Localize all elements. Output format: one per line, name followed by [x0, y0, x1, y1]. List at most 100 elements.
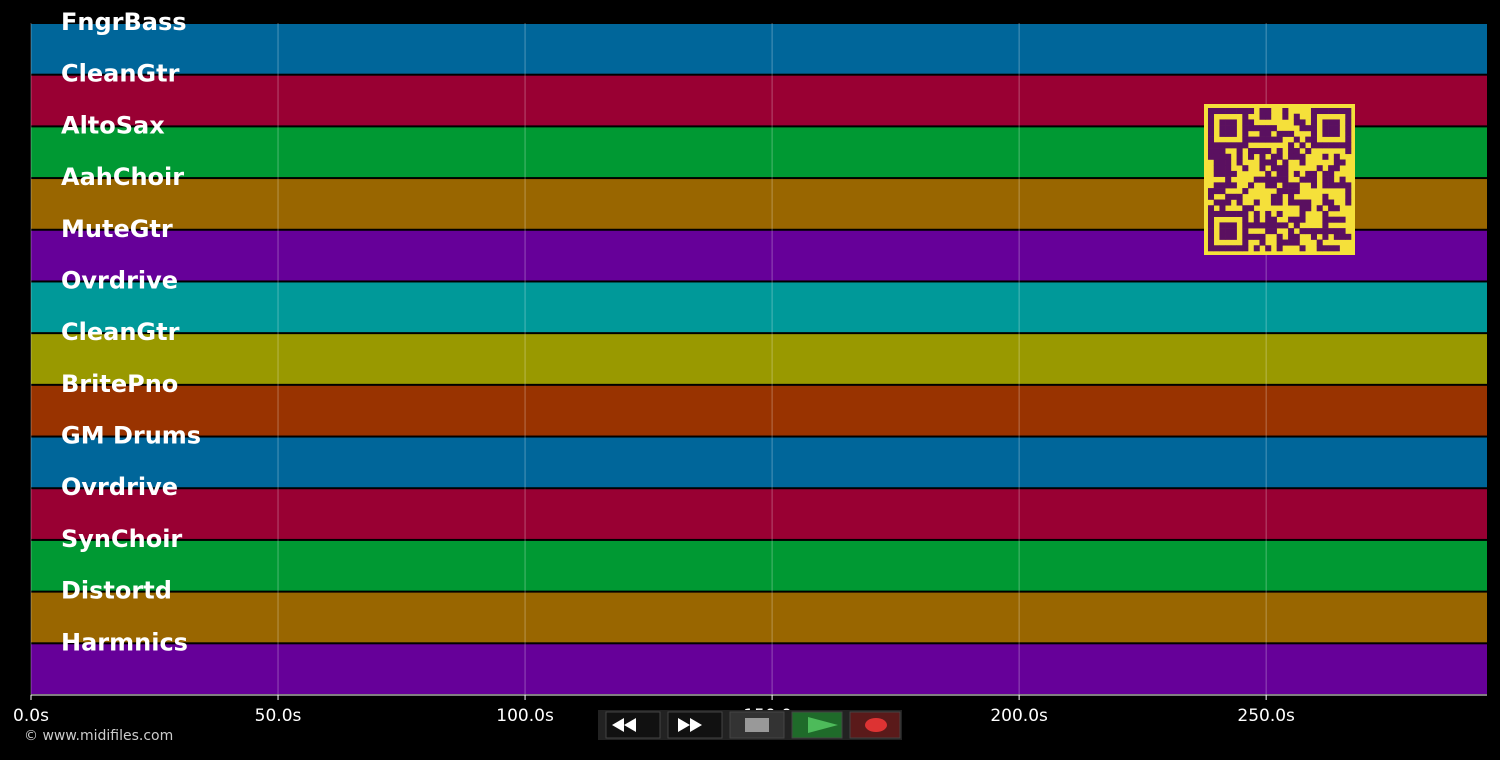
qr-module: [1208, 205, 1215, 212]
qr-module: [1230, 228, 1237, 235]
qr-module: [1310, 176, 1317, 183]
qr-module: [1259, 136, 1266, 143]
x-tick-label: 50.0s: [255, 706, 302, 726]
qr-module: [1333, 108, 1340, 115]
qr-module: [1253, 216, 1260, 223]
qr-module: [1310, 130, 1317, 137]
qr-module: [1265, 130, 1272, 137]
qr-module: [1225, 228, 1232, 235]
qr-module: [1328, 176, 1335, 183]
qr-module: [1282, 188, 1289, 195]
qr-module: [1236, 148, 1243, 155]
qr-module: [1208, 233, 1215, 240]
record-button[interactable]: [849, 711, 901, 739]
qr-module: [1230, 170, 1237, 177]
qr-module: [1213, 199, 1220, 206]
qr-module: [1213, 148, 1220, 155]
qr-module: [1333, 182, 1340, 189]
qr-module: [1219, 210, 1226, 217]
qr-module: [1276, 233, 1283, 240]
track-name: Distortd: [61, 577, 172, 605]
qr-module: [1213, 182, 1220, 189]
qr-module: [1248, 222, 1255, 229]
qr-module: [1339, 216, 1346, 223]
qr-module: [1225, 222, 1232, 229]
qr-module: [1265, 182, 1272, 189]
qr-module: [1345, 142, 1352, 149]
qr-module: [1322, 125, 1329, 132]
forward-button[interactable]: [667, 711, 723, 739]
qr-module: [1333, 142, 1340, 149]
qr-module: [1276, 193, 1283, 200]
qr-module: [1333, 125, 1340, 132]
qr-module: [1236, 210, 1243, 217]
qr-module: [1225, 108, 1232, 115]
qr-module: [1322, 182, 1329, 189]
stop-button[interactable]: [729, 711, 785, 739]
qr-module: [1310, 113, 1317, 120]
qr-module: [1293, 222, 1300, 229]
qr-module: [1213, 210, 1220, 217]
qr-module: [1345, 188, 1352, 195]
rewind-button[interactable]: [605, 711, 661, 739]
qr-module: [1219, 182, 1226, 189]
qr-module: [1322, 170, 1329, 177]
qr-module: [1293, 233, 1300, 240]
qr-module: [1339, 228, 1346, 235]
qr-module: [1265, 210, 1272, 217]
qr-module: [1242, 239, 1249, 246]
qr-module: [1328, 130, 1335, 137]
qr-module: [1322, 228, 1329, 235]
qr-module: [1316, 228, 1323, 235]
qr-module: [1219, 148, 1226, 155]
qr-module: [1213, 165, 1220, 172]
qr-module: [1242, 233, 1249, 240]
qr-module: [1310, 125, 1317, 132]
qr-module: [1322, 199, 1329, 206]
qr-module: [1213, 188, 1220, 195]
qr-module: [1276, 170, 1283, 177]
qr-module: [1293, 199, 1300, 206]
qr-module: [1276, 176, 1283, 183]
qr-module: [1219, 170, 1226, 177]
track-labels: FngrBass CleanGtr AltoSax AahChoir MuteGtr Ov…: [61, 8, 201, 656]
qr-module: [1213, 108, 1220, 115]
qr-module: [1242, 113, 1249, 120]
qr-module: [1265, 159, 1272, 166]
qr-module: [1282, 165, 1289, 172]
qr-module: [1242, 108, 1249, 115]
qr-module: [1225, 176, 1232, 183]
qr-module: [1208, 153, 1215, 160]
qr-module: [1230, 245, 1237, 252]
qr-module: [1299, 159, 1306, 166]
qr-module: [1328, 119, 1335, 126]
qr-module: [1276, 136, 1283, 143]
track-name: Ovrdrive: [61, 473, 178, 501]
qr-module: [1225, 125, 1232, 132]
qr-module: [1305, 148, 1312, 155]
qr-module: [1288, 199, 1295, 206]
qr-module: [1225, 199, 1232, 206]
x-tick-label: 200.0s: [990, 706, 1048, 726]
qr-module: [1219, 130, 1226, 137]
play-button[interactable]: [791, 711, 843, 739]
qr-module: [1213, 245, 1220, 252]
qr-module: [1225, 182, 1232, 189]
track-band: [31, 489, 1487, 539]
qr-module: [1259, 222, 1266, 229]
qr-module: [1219, 188, 1226, 195]
qr-module: [1305, 228, 1312, 235]
qr-module: [1208, 148, 1215, 155]
qr-module: [1259, 125, 1266, 132]
qr-module: [1288, 130, 1295, 137]
qr-module: [1270, 199, 1277, 206]
qr-module: [1248, 182, 1255, 189]
qr-module: [1333, 153, 1340, 160]
track-name: AahChoir: [61, 163, 184, 191]
qr-module: [1345, 108, 1352, 115]
qr-module: [1345, 113, 1352, 120]
qr-module: [1253, 233, 1260, 240]
qr-module: [1316, 142, 1323, 149]
qr-module: [1310, 182, 1317, 189]
